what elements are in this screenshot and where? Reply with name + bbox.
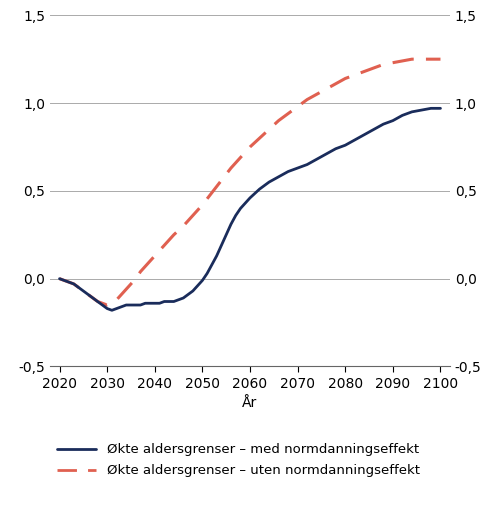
Økte aldersgrenser – uten normdanningseffekt bbox=[114, 297, 119, 303]
X-axis label: År: År bbox=[242, 397, 258, 410]
Line: Økte aldersgrenser – med normdanningseffekt: Økte aldersgrenser – med normdanningseff… bbox=[60, 108, 440, 310]
Økte aldersgrenser – uten normdanningseffekt bbox=[428, 56, 434, 62]
Økte aldersgrenser – med normdanningseffekt bbox=[214, 253, 220, 259]
Legend: Økte aldersgrenser – med normdanningseffekt, Økte aldersgrenser – uten normdanni: Økte aldersgrenser – med normdanningseff… bbox=[56, 443, 420, 477]
Økte aldersgrenser – uten normdanningseffekt bbox=[285, 110, 291, 117]
Økte aldersgrenser – uten normdanningseffekt bbox=[132, 276, 138, 282]
Økte aldersgrenser – med normdanningseffekt bbox=[232, 212, 238, 218]
Økte aldersgrenser – med normdanningseffekt bbox=[56, 276, 62, 282]
Økte aldersgrenser – med normdanningseffekt bbox=[438, 105, 444, 111]
Økte aldersgrenser – med normdanningseffekt bbox=[128, 302, 134, 308]
Økte aldersgrenser – uten normdanningseffekt bbox=[56, 276, 62, 282]
Økte aldersgrenser – med normdanningseffekt bbox=[371, 126, 377, 132]
Line: Økte aldersgrenser – uten normdanningseffekt: Økte aldersgrenser – uten normdanningsef… bbox=[60, 59, 440, 305]
Økte aldersgrenser – med normdanningseffekt bbox=[428, 105, 434, 111]
Økte aldersgrenser – uten normdanningseffekt bbox=[314, 91, 320, 97]
Økte aldersgrenser – uten normdanningseffekt bbox=[138, 269, 143, 275]
Økte aldersgrenser – uten normdanningseffekt bbox=[438, 56, 444, 62]
Økte aldersgrenser – med normdanningseffekt bbox=[109, 307, 115, 314]
Økte aldersgrenser – uten normdanningseffekt bbox=[104, 302, 110, 308]
Økte aldersgrenser – med normdanningseffekt bbox=[162, 298, 168, 304]
Økte aldersgrenser – uten normdanningseffekt bbox=[409, 56, 415, 62]
Økte aldersgrenser – med normdanningseffekt bbox=[118, 304, 124, 310]
